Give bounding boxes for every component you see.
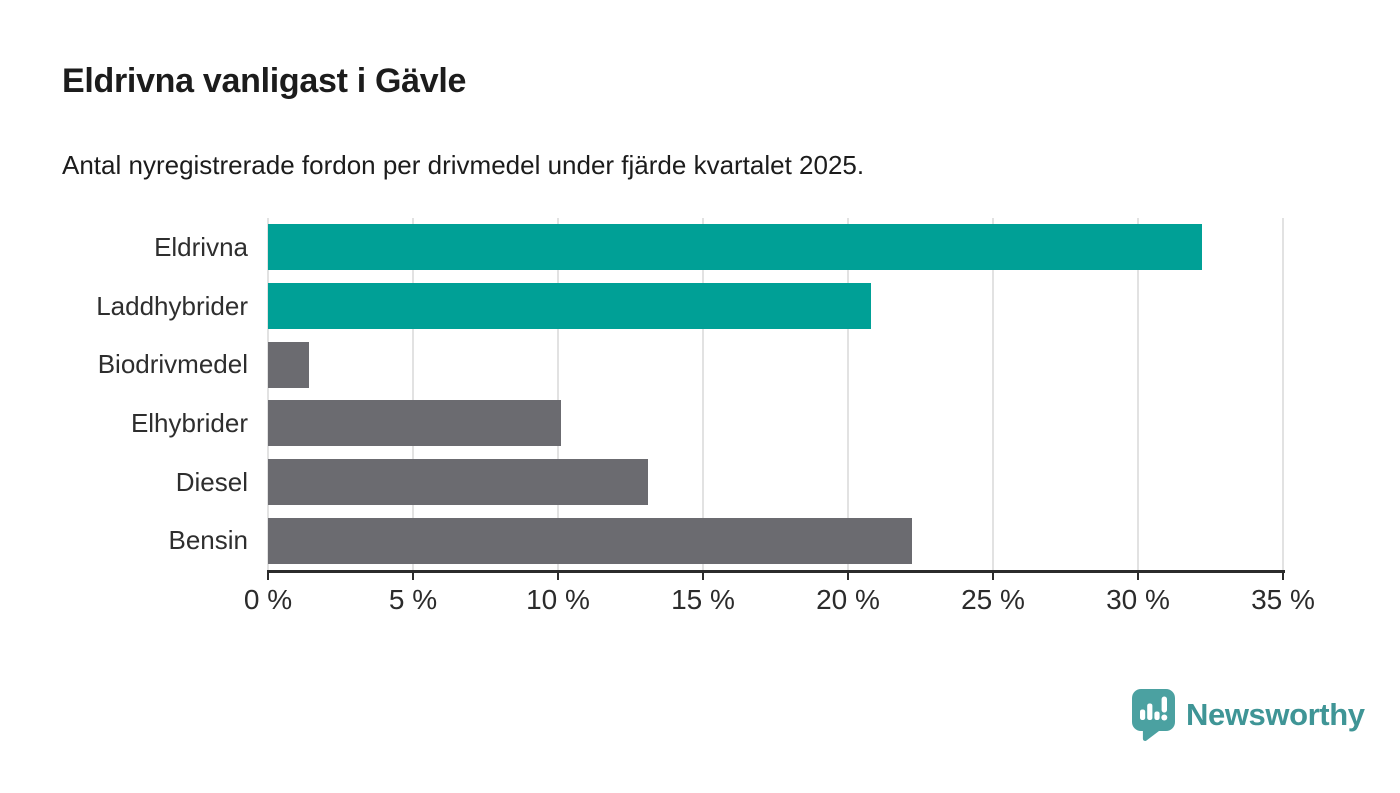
gridline-35 xyxy=(1282,218,1284,570)
category-label-biodrivmedel: Biodrivmedel xyxy=(97,349,248,380)
x-axis-tick-label-35: 35 % xyxy=(1251,584,1315,615)
x-axis-tick-25 xyxy=(992,572,994,580)
gridline-30 xyxy=(1137,218,1139,570)
page-title: Eldrivna vanligast i Gävle xyxy=(62,62,467,100)
x-axis-tick-label-0: 0 % xyxy=(243,584,293,615)
gridline-25 xyxy=(992,218,994,570)
brand-footer: Newsworthy xyxy=(1131,688,1365,748)
bar-elhybrider xyxy=(268,400,561,447)
gridline-0 xyxy=(267,218,269,570)
gridline-15 xyxy=(702,218,704,570)
x-axis-tick-0 xyxy=(267,572,269,580)
page-subtitle: Antal nyregistrerade fordon per drivmede… xyxy=(62,150,865,180)
x-axis-tick-20 xyxy=(847,572,849,580)
x-axis-tick-label-10: 10 % xyxy=(526,584,590,615)
bar-laddhybrider xyxy=(268,283,872,329)
brand-wordmark: Newsworthy xyxy=(1186,697,1365,732)
category-label-eldrivna: Eldrivna xyxy=(154,232,248,262)
category-label-laddhybrider: Laddhybrider xyxy=(96,290,248,321)
bar-diesel xyxy=(268,459,648,505)
category-label-elhybrider: Elhybrider xyxy=(130,408,248,438)
category-label-bensin: Bensin xyxy=(168,525,249,556)
x-axis-tick-5 xyxy=(412,572,414,580)
x-axis-tick-label-25: 25 % xyxy=(961,584,1025,615)
gridline-20 xyxy=(847,218,849,570)
x-axis-tick-label-5: 5 % xyxy=(388,584,438,615)
gridline-5 xyxy=(412,218,414,570)
bar-eldrivna xyxy=(268,224,1202,271)
x-axis-tick-10 xyxy=(557,572,559,580)
bar-bensin xyxy=(268,517,912,564)
x-axis-tick-label-15: 15 % xyxy=(671,584,735,615)
x-axis-tick-label-30: 30 % xyxy=(1106,584,1170,615)
x-axis-tick-30 xyxy=(1137,572,1139,580)
x-axis-line xyxy=(267,570,1285,573)
gridline-10 xyxy=(557,218,559,570)
newsworthy-pin-barchart-icon xyxy=(1131,688,1176,748)
bar-biodrivmedel xyxy=(268,341,309,388)
x-axis-tick-15 xyxy=(702,572,704,580)
x-axis-tick-35 xyxy=(1282,572,1284,580)
x-axis-tick-label-20: 20 % xyxy=(816,584,880,615)
category-label-diesel: Diesel xyxy=(175,466,248,497)
